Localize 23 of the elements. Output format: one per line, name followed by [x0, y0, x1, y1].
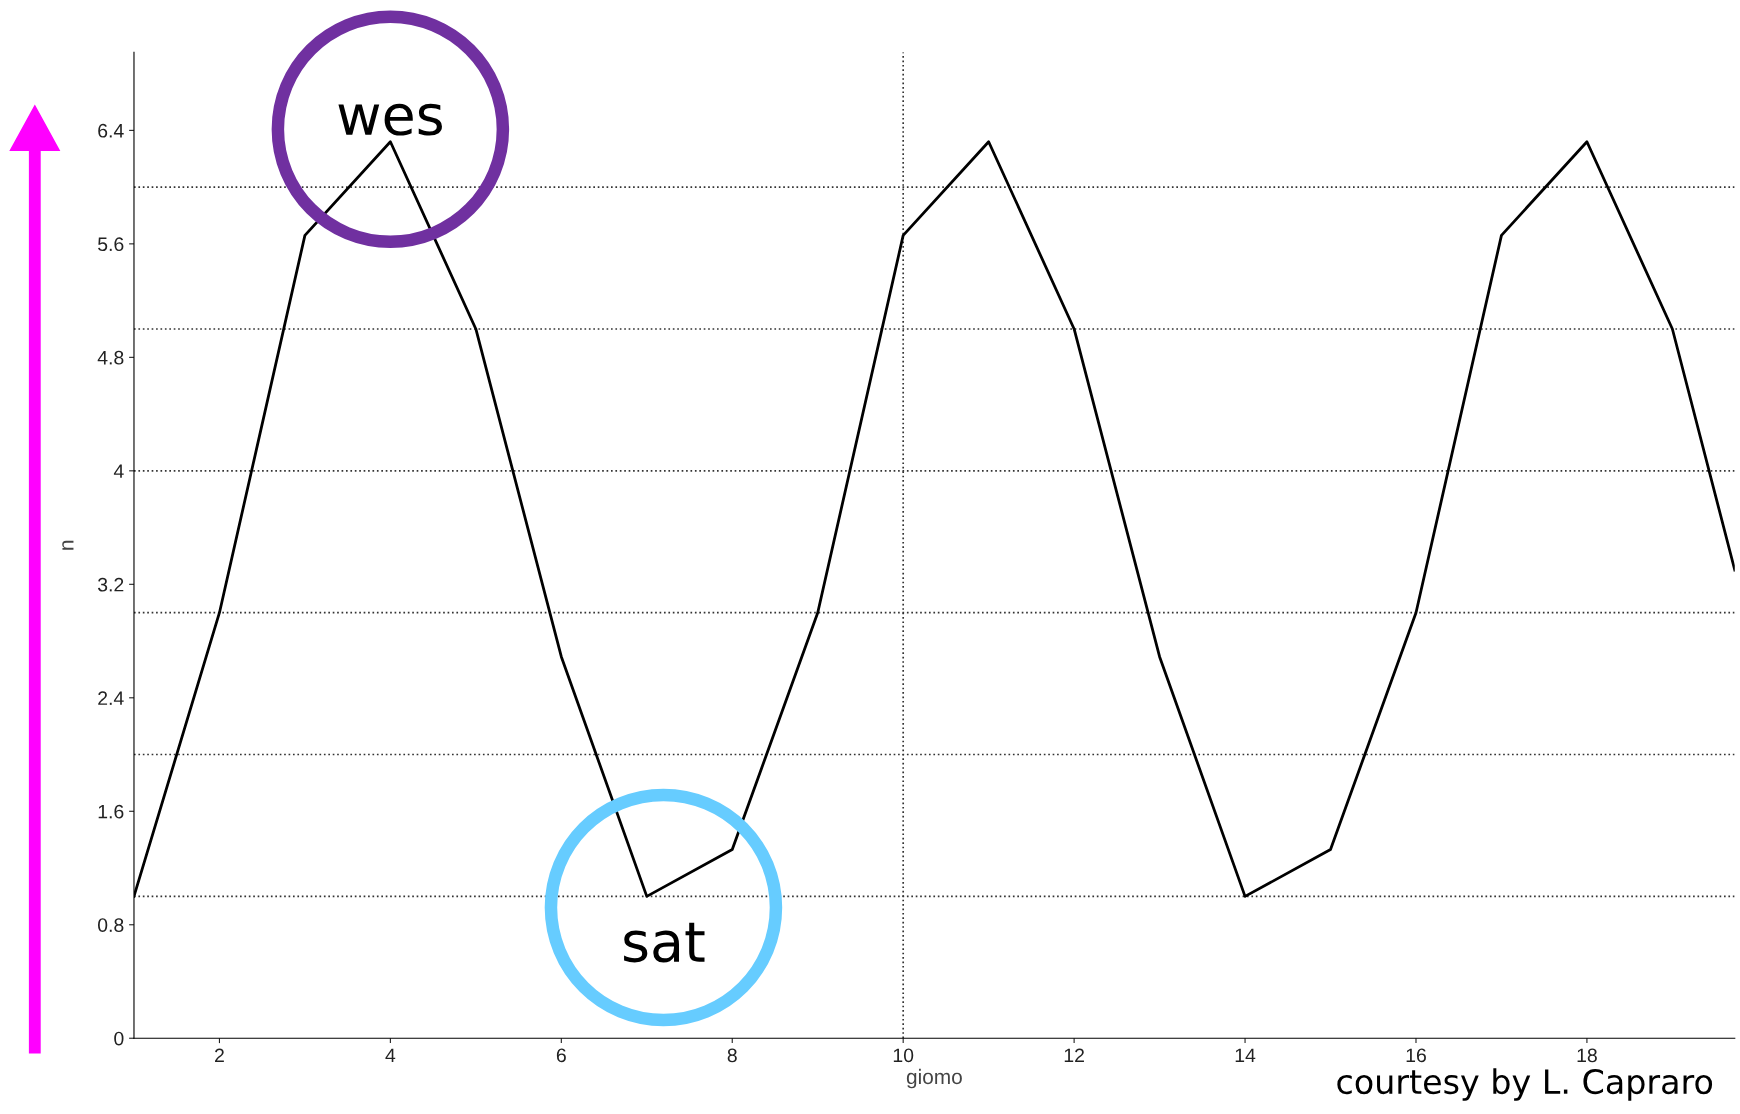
y-tick-label: 5.6 [98, 237, 124, 252]
annotation: sat [624, 922, 705, 963]
y-tick-label: 1.6 [98, 804, 124, 819]
x-tick-label: 14 [1235, 1048, 1256, 1063]
y-axis-title: n [62, 540, 74, 550]
y-tick-label: 4 [113, 464, 124, 478]
x-tick-label: 10 [893, 1048, 914, 1063]
x-tick-label: 16 [1406, 1048, 1426, 1063]
y-tick-label: 4.8 [97, 350, 124, 365]
text: courtesy by L. Capraro [1337, 1068, 1713, 1101]
x-tick-label: 4 [385, 1048, 396, 1063]
x-tick-label: 2 [215, 1048, 224, 1063]
annotation: wes [338, 103, 442, 136]
x-tick-label: 6 [556, 1048, 566, 1063]
y-tick-label: 3.2 [97, 577, 124, 592]
x-tick-label: 12 [1064, 1048, 1084, 1063]
x-tick-label: 8 [727, 1048, 737, 1063]
y-tick-label: 0.8 [97, 918, 124, 932]
y-tick-label: 6.4 [98, 123, 124, 138]
x-tick-label: 18 [1577, 1048, 1597, 1063]
y-tick-label: 2.4 [98, 691, 124, 705]
x-axis-title: giomo [906, 1068, 962, 1089]
y-tick-label: 0 [114, 1031, 124, 1046]
